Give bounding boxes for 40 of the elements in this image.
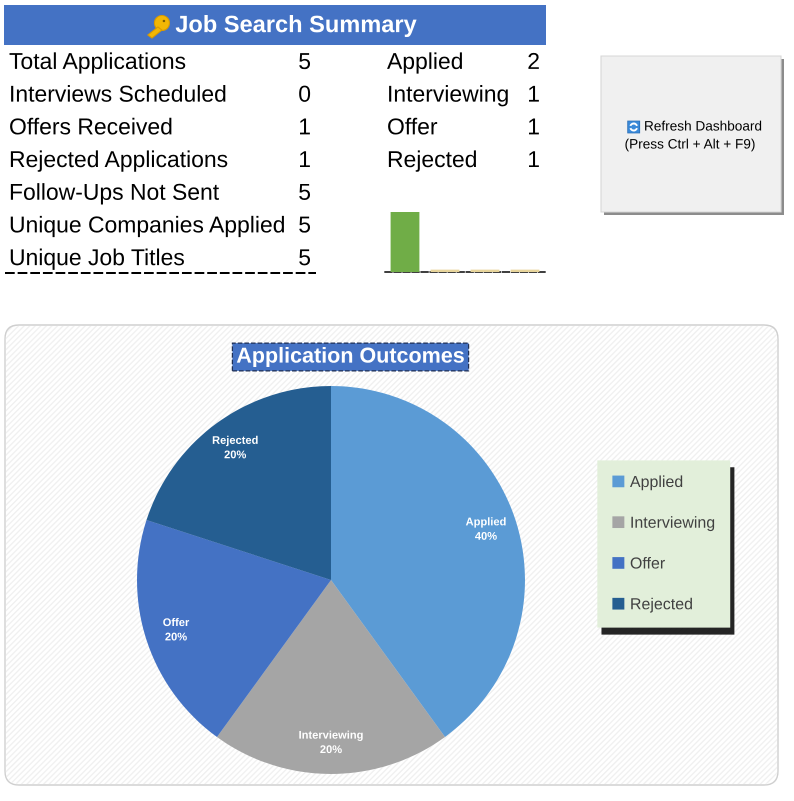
category-label: Total Applications [10, 52, 186, 74]
category-label: Rejected Applications [10, 150, 228, 172]
data-label: 5 [299, 53, 310, 70]
legend-label: Rejected [631, 598, 692, 613]
data-label: 1 [529, 86, 539, 102]
category-label: Interviewing [389, 85, 508, 106]
data-label: 5 [299, 249, 310, 266]
data-label: 1 [529, 118, 539, 134]
data-label: 20% [320, 745, 342, 754]
category-label: Applied [387, 52, 462, 74]
legend-label: Offer [630, 556, 665, 569]
data-label: 5 [299, 216, 310, 233]
chart-title: Application Outcomes [236, 346, 464, 368]
data-label: 1 [300, 118, 310, 134]
legend-label: Interviewing [631, 516, 714, 532]
data-label: 0 [299, 86, 310, 102]
slice-label: Interviewing [299, 730, 363, 741]
data-label: 20% [165, 632, 187, 641]
category-label: Offer [388, 118, 438, 135]
slice-label: Applied [466, 517, 506, 528]
data-label: 20% [224, 450, 246, 458]
category-label: Unique Companies Applied [10, 216, 284, 238]
data-label: 1 [300, 151, 310, 168]
text: (Press Ctrl + Alt + F9) [625, 138, 755, 152]
category-label: Interviews Scheduled [11, 85, 226, 102]
pie-slice [146, 386, 331, 580]
pie-slice [216, 580, 446, 774]
text: Refresh Dashboard [645, 120, 762, 131]
text: Job Search Summary [176, 14, 417, 38]
category-label: Follow-Ups Not Sent [10, 183, 219, 204]
data-label: 5 [299, 184, 310, 200]
slice-label: Rejected [212, 436, 258, 446]
data-label: 40% [475, 532, 497, 540]
slice-label: Offer [163, 618, 190, 626]
legend-label: Applied [630, 475, 682, 490]
category-label: Unique Job Titles [10, 248, 184, 270]
category-label: Rejected [388, 150, 476, 172]
data-label: 1 [529, 151, 539, 168]
category-label: Offers Received [10, 118, 172, 135]
data-label: 2 [528, 52, 539, 69]
